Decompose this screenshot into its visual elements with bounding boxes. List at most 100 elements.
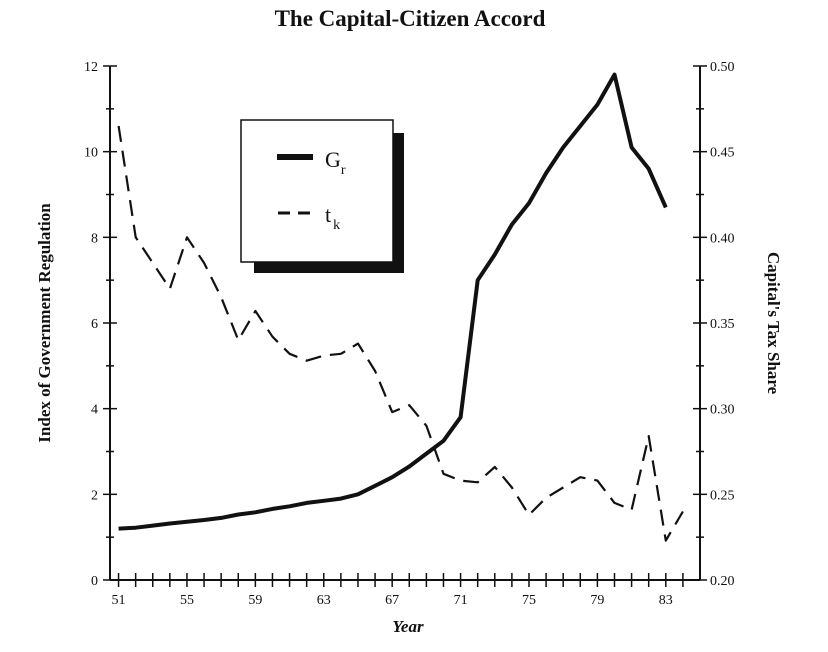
x-tick-label: 55: [180, 593, 194, 608]
data-point: [237, 339, 239, 341]
data-point: [528, 514, 530, 516]
data-point: [374, 485, 376, 487]
chart-title: The Capital-Citizen Accord: [275, 6, 546, 31]
data-point: [254, 310, 256, 312]
x-tick-label: 75: [522, 593, 536, 608]
data-point: [476, 481, 478, 483]
x-ticks: 51 55 59 63 67 71 75 79 83: [112, 573, 684, 608]
left-y-tick-label: 12: [84, 60, 98, 75]
data-point: [562, 486, 564, 488]
right-y-ticks: 0.20 0.25 0.30 0.35 0.40 0.45 0.50: [693, 60, 735, 589]
right-y-tick-label: 0.35: [710, 317, 735, 332]
data-point: [459, 416, 461, 418]
x-tick-label: 83: [659, 593, 673, 608]
left-y-tick-label: 0: [91, 574, 98, 589]
x-tick-label: 51: [112, 593, 126, 608]
left-y-axis-label: Index of Government Regulation: [35, 203, 54, 443]
data-point: [323, 500, 325, 502]
x-tick-label: 63: [317, 593, 331, 608]
data-point: [442, 473, 444, 475]
legend-label-gr: Gr: [325, 147, 346, 178]
data-point: [494, 253, 496, 255]
data-point: [134, 527, 136, 529]
data-point: [203, 262, 205, 264]
data-point: [579, 476, 581, 478]
data-point: [391, 476, 393, 478]
data-point: [169, 288, 171, 290]
axes: [109, 66, 701, 581]
data-point: [186, 236, 188, 238]
data-point: [494, 466, 496, 468]
data-point: [596, 103, 598, 105]
data-point: [408, 404, 410, 406]
data-point: [459, 479, 461, 481]
series-line-gr: [118, 72, 668, 531]
data-point: [613, 73, 615, 75]
data-point: [647, 435, 649, 437]
data-point: [511, 486, 513, 488]
right-y-tick-label: 0.25: [710, 488, 735, 503]
x-tick-label: 67: [385, 593, 399, 608]
data-point: [425, 452, 427, 454]
data-point: [630, 146, 632, 148]
right-y-tick-label: 0.40: [710, 231, 735, 246]
data-point: [305, 502, 307, 504]
data-point: [220, 517, 222, 519]
x-tick-label: 59: [248, 593, 262, 608]
right-y-tick-label: 0.50: [710, 60, 735, 75]
data-point: [237, 513, 239, 515]
data-point: [186, 521, 188, 523]
left-y-ticks: 0 2 4 6 8 10 12: [84, 60, 117, 589]
data-point: [613, 502, 615, 504]
data-point: [630, 509, 632, 511]
right-y-tick-label: 0.45: [710, 146, 735, 161]
data-point: [528, 202, 530, 204]
data-point: [305, 359, 307, 361]
data-point: [271, 508, 273, 510]
left-y-tick-label: 6: [91, 317, 98, 332]
data-point: [665, 206, 667, 208]
data-point: [545, 172, 547, 174]
data-point: [288, 353, 290, 355]
data-point: [134, 236, 136, 238]
data-point: [682, 510, 684, 512]
data-point: [271, 336, 273, 338]
x-tick-label: 71: [454, 593, 468, 608]
data-point: [288, 505, 290, 507]
data-point: [117, 125, 119, 127]
data-point: [323, 354, 325, 356]
data-point: [476, 279, 478, 281]
data-point: [545, 497, 547, 499]
data-point: [665, 539, 667, 541]
right-y-tick-label: 0.30: [710, 403, 735, 418]
data-point: [391, 411, 393, 413]
left-y-tick-label: 4: [91, 403, 98, 418]
data-point: [357, 342, 359, 344]
data-point: [579, 125, 581, 127]
data-point: [647, 168, 649, 170]
data-point: [117, 527, 119, 529]
data-point: [442, 440, 444, 442]
right-y-axis-label: Capital's Tax Share: [764, 252, 783, 395]
right-y-tick-label: 0.20: [710, 574, 735, 589]
series-layer: [117, 72, 684, 542]
left-y-tick-label: 2: [91, 488, 98, 503]
series-line-tk: [117, 125, 684, 542]
data-point: [562, 146, 564, 148]
data-point: [152, 262, 154, 264]
data-point: [203, 519, 205, 521]
data-point: [254, 511, 256, 513]
data-point: [340, 353, 342, 355]
x-tick-label: 79: [590, 593, 604, 608]
data-point: [340, 497, 342, 499]
data-point: [511, 223, 513, 225]
data-point: [425, 425, 427, 427]
data-point: [152, 524, 154, 526]
x-axis-label: Year: [392, 617, 424, 636]
data-point: [596, 479, 598, 481]
legend-box: [240, 119, 394, 263]
data-point: [374, 370, 376, 372]
